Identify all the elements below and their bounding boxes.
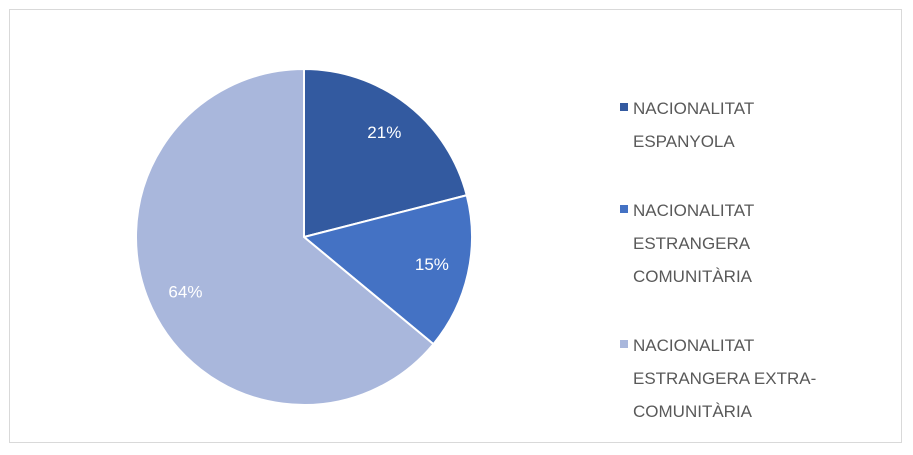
pie-slice bbox=[303, 67, 468, 239]
pie-slice bbox=[301, 194, 473, 346]
data-label: 64% bbox=[168, 282, 202, 301]
legend-item: NACIONALITAT ESTRANGERA COMUNITÀRIA bbox=[620, 194, 835, 293]
legend-item: NACIONALITAT ESPANYOLA bbox=[620, 92, 835, 158]
data-label: 15% bbox=[415, 255, 449, 274]
legend-swatch bbox=[620, 340, 628, 348]
legend: NACIONALITAT ESPANYOLA NACIONALITAT ESTRA… bbox=[620, 92, 835, 455]
legend-label: NACIONALITAT ESPANYOLA bbox=[633, 99, 754, 151]
legend-swatch bbox=[620, 103, 628, 111]
legend-swatch bbox=[620, 205, 628, 213]
legend-label: NACIONALITAT ESTRANGERA COMUNITÀRIA bbox=[633, 201, 754, 286]
chart-frame bbox=[9, 9, 902, 443]
data-label: 21% bbox=[367, 123, 401, 142]
legend-item: NACIONALITAT ESTRANGERA EXTRA-COMUNITÀRI… bbox=[620, 329, 835, 428]
pie-slice bbox=[135, 67, 435, 406]
legend-label: NACIONALITAT ESTRANGERA EXTRA-COMUNITÀRI… bbox=[633, 336, 817, 421]
